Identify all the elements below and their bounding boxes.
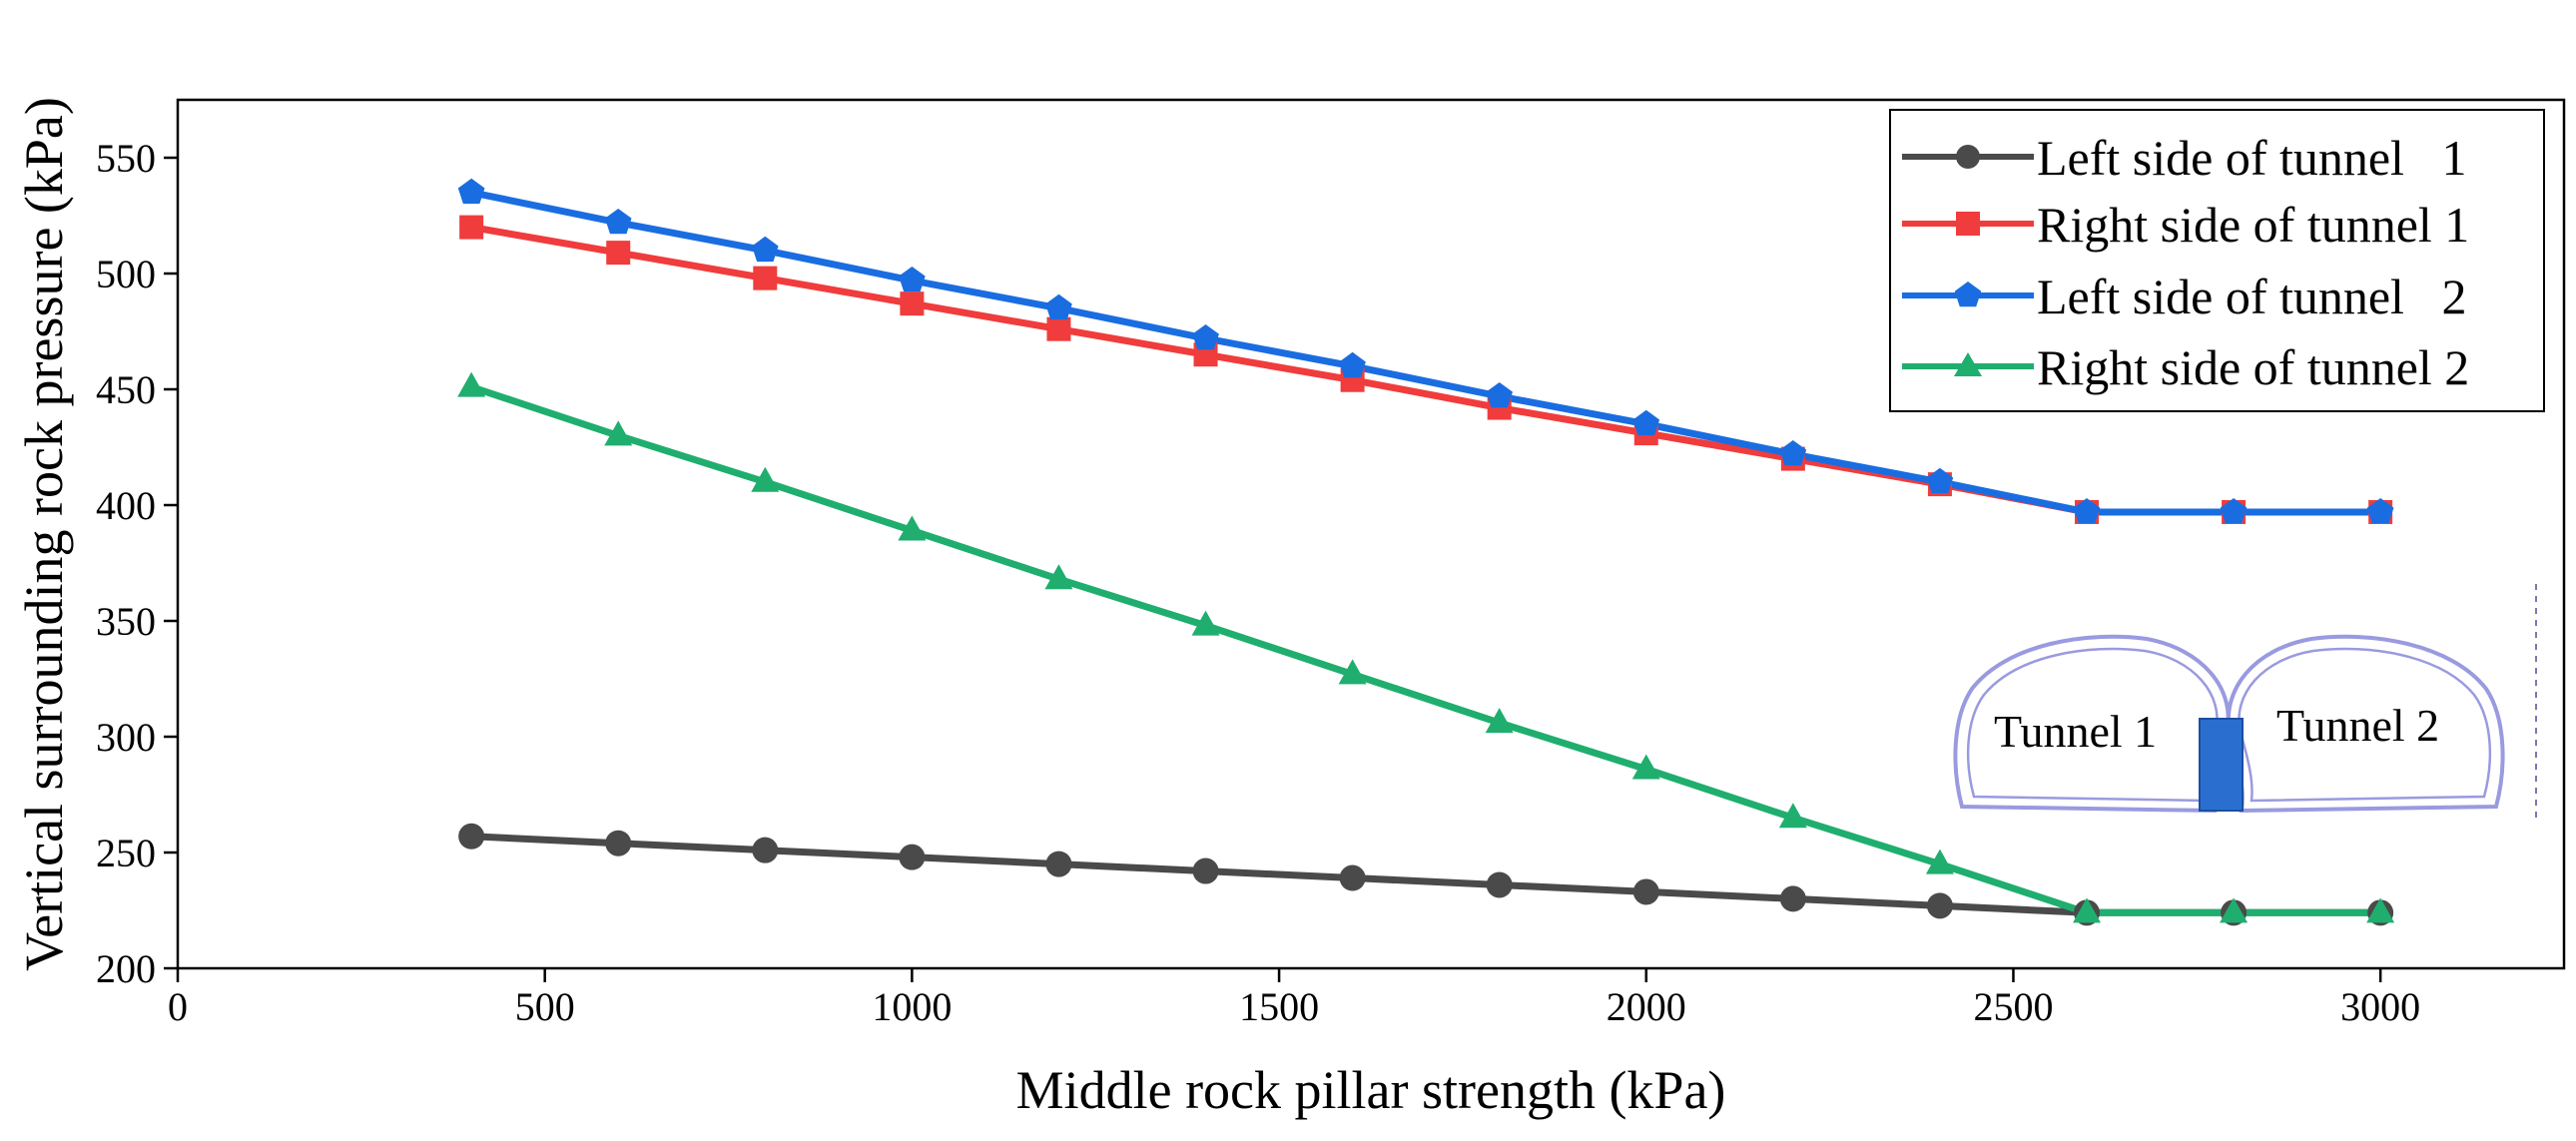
data-point-2 (605, 830, 632, 856)
plot-frame (176, 98, 2566, 970)
data-point-1 (457, 371, 486, 397)
legend-entry-1: Left side of tunnel 1 (1902, 130, 2466, 186)
x-tick-label: 3000 (2340, 984, 2420, 1029)
y-tick-label: 550 (96, 136, 156, 181)
x-tick-label: 2000 (1607, 984, 1686, 1029)
data-point-14 (2366, 897, 2395, 923)
data-point-6 (1192, 857, 1219, 884)
y-tick-label: 350 (96, 599, 156, 644)
tunnel-inset-diagram: Tunnel 1 Tunnel 2 (1953, 584, 2537, 819)
x-tick-label: 1500 (1239, 984, 1319, 1029)
data-point-8 (1485, 708, 1514, 734)
y-tick-label: 250 (96, 831, 156, 875)
legend-label-4: Right side of tunnel 2 (2037, 339, 2469, 395)
data-point-4 (899, 267, 926, 292)
data-point-11 (1926, 892, 1953, 919)
data-point-9 (1632, 409, 1660, 436)
series-line-1 (471, 833, 2381, 916)
data-point-12 (2073, 498, 2101, 524)
data-point-11 (1926, 467, 1954, 494)
data-point-5 (1045, 851, 1072, 877)
data-point-10 (1779, 440, 1807, 466)
data-point-2 (604, 420, 633, 446)
series-line-3 (470, 189, 2381, 516)
data-point-7 (1339, 351, 1366, 378)
y-tick-label: 500 (96, 252, 156, 296)
data-point-3 (752, 837, 779, 863)
data-point-14 (2366, 498, 2394, 524)
data-point-5 (1044, 564, 1073, 590)
series (457, 178, 2395, 926)
series-line-4 (470, 383, 2381, 916)
y-tick-label: 200 (96, 946, 156, 991)
data-point-4 (898, 515, 927, 541)
legend-entry-2: Right side of tunnel 1 (1902, 197, 2469, 253)
x-tick-label: 500 (515, 984, 575, 1029)
data-point-7 (1338, 659, 1367, 685)
x-tick-label: 2500 (1973, 984, 2053, 1029)
axes (176, 98, 2566, 970)
data-point-6 (1192, 324, 1219, 350)
y-tick-label: 400 (96, 483, 156, 528)
data-point-8 (1486, 871, 1513, 898)
data-point-9 (1631, 754, 1660, 780)
data-point-7 (1339, 864, 1366, 891)
legend: Left side of tunnel 1 Right side of tunn… (1889, 109, 2545, 412)
legend-marker-triangle (1954, 352, 1982, 376)
data-point-3 (753, 266, 778, 290)
data-point-1 (458, 823, 485, 850)
data-point-10 (1779, 885, 1806, 912)
data-point-13 (2220, 498, 2248, 524)
y-tick-label: 450 (96, 367, 156, 412)
data-point-13 (2220, 897, 2249, 923)
data-point-2 (604, 209, 632, 235)
legend-entry-4: Right side of tunnel 2 (1902, 339, 2469, 395)
x-tick-label: 0 (168, 984, 188, 1029)
legend-marker-pentagon (1954, 282, 1982, 307)
data-point-10 (1778, 803, 1807, 829)
data-point-11 (1925, 849, 1954, 874)
ticks: 0 500 1000 1500 2000 2500 3000 200 250 300 350 400 4… (96, 136, 2420, 1029)
data-point-9 (1632, 878, 1659, 905)
inset-label-tunnel-2: Tunnel 2 (2276, 700, 2439, 751)
legend-label-3: Left side of tunnel 2 (2037, 269, 2466, 324)
inset-label-tunnel-1: Tunnel 1 (1994, 706, 2157, 757)
data-point-4 (899, 844, 926, 870)
legend-marker-circle (1956, 145, 1980, 169)
data-point-8 (1486, 382, 1513, 408)
data-point-6 (1191, 610, 1220, 636)
x-axis-title: Middle rock pillar strength (kPa) (1016, 1060, 1726, 1120)
data-point-5 (1045, 293, 1072, 320)
x-tick-label: 1000 (872, 984, 952, 1029)
data-point-5 (1046, 316, 1071, 341)
data-point-3 (751, 466, 780, 492)
data-point-1 (457, 178, 485, 205)
data-point-3 (752, 236, 779, 263)
data-point-12 (2073, 897, 2101, 923)
data-point-2 (606, 241, 631, 266)
legend-entry-3: Left side of tunnel 2 (1902, 269, 2466, 324)
legend-frame (1889, 109, 2545, 412)
legend-label-2: Right side of tunnel 1 (2037, 197, 2469, 253)
y-tick-label: 300 (96, 715, 156, 760)
data-point-1 (459, 215, 484, 240)
legend-label-1: Left side of tunnel 1 (2037, 130, 2466, 186)
middle-rock-pillar (2199, 718, 2244, 812)
y-axis-title: Vertical surrounding rock pressure (kPa) (14, 97, 74, 971)
legend-marker-square (1956, 212, 1980, 236)
data-point-4 (900, 291, 925, 316)
